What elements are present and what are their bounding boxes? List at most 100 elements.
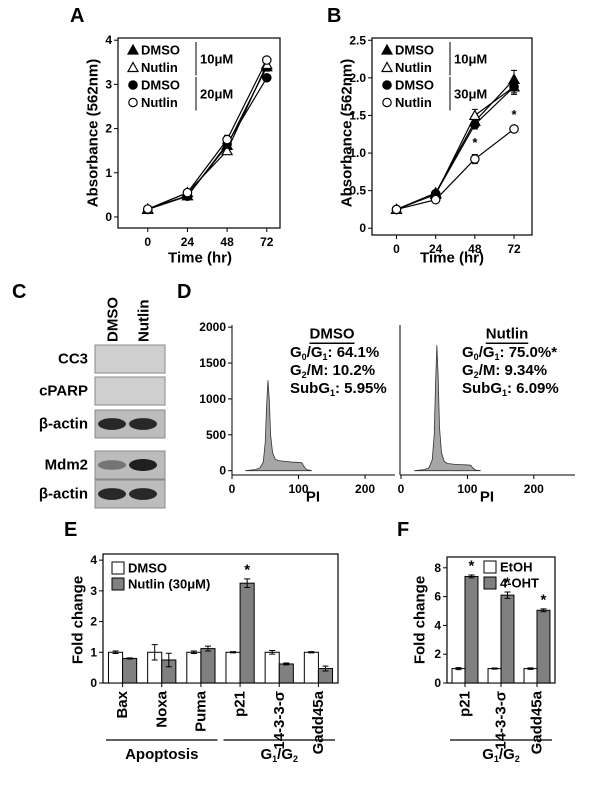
data-point: [222, 134, 232, 145]
legend-marker: [382, 80, 392, 90]
error-bar: [112, 650, 119, 655]
legend-swatch: [483, 576, 497, 590]
x-tick-label: Bax: [114, 690, 131, 718]
x-axis-label: PI: [480, 489, 494, 506]
data-point: [221, 144, 234, 156]
text-part: 2: [474, 370, 479, 380]
series-line: [147, 59, 268, 210]
histogram-area: [245, 380, 312, 472]
y-tick-label: 0: [219, 464, 226, 478]
text-part: 1: [272, 754, 277, 764]
significance-mark: *: [541, 591, 547, 608]
panel-label: F: [397, 519, 409, 541]
error-bar: [527, 667, 534, 670]
text-part: 2: [515, 754, 520, 764]
x-tick-label: 200: [524, 482, 544, 496]
lane-label: DMSO: [105, 297, 122, 342]
error-bar: [230, 651, 237, 654]
error-bar: [455, 667, 462, 671]
y-tick-label: 2: [434, 647, 441, 661]
y-tick-label: 1.5: [349, 108, 366, 122]
bar: [107, 651, 124, 684]
error-bar: [204, 645, 211, 652]
histogram-area: [414, 345, 481, 472]
legend-marker: [128, 97, 138, 108]
text-part: 2: [293, 754, 298, 764]
blot-band: [98, 488, 126, 500]
x-tick-label: 14-3-3-σ: [271, 691, 288, 750]
error-bar: [322, 665, 329, 672]
y-tick-label: 1500: [199, 356, 226, 370]
text-part: G: [462, 344, 474, 361]
legend-group-label: 30μM: [454, 86, 487, 101]
series-line: [396, 86, 515, 210]
group-label: G1/G2: [260, 746, 298, 765]
text-part: : 5.95%: [335, 380, 387, 397]
text-part: 1: [323, 352, 328, 362]
bar: [500, 594, 515, 684]
group-label: G1/G2: [482, 746, 520, 765]
panel-label: A: [70, 5, 84, 27]
y-tick-label: 2: [90, 615, 97, 629]
data-point: [182, 187, 193, 198]
legend-label: Nutlin: [141, 95, 178, 110]
bar: [303, 651, 319, 684]
text-part: G: [290, 362, 302, 379]
plot-frame: [102, 553, 339, 684]
text-part: 1: [495, 352, 500, 362]
data-point: [430, 194, 441, 205]
y-tick-label: 1: [105, 166, 112, 180]
bar: [451, 668, 466, 684]
significance-mark: *: [512, 107, 518, 122]
blot-band: [129, 459, 157, 471]
legend-swatch: [483, 560, 497, 574]
y-tick-label: 0: [359, 221, 366, 235]
error-bar: [165, 652, 172, 668]
text-part: : 64.1%: [328, 344, 380, 361]
bar: [487, 668, 502, 684]
x-tick-label: Puma: [192, 690, 209, 732]
y-axis-label: Absorbance (562nm): [85, 59, 102, 207]
bar: [536, 609, 551, 684]
y-tick-label: 0.5: [349, 184, 366, 198]
legend-label: Nutlin: [141, 60, 178, 75]
y-tick-label: 0: [434, 676, 441, 690]
error-bar: [244, 578, 251, 588]
text-part: G: [482, 746, 494, 763]
error-bar: [269, 649, 276, 655]
x-tick-label: p21: [232, 691, 249, 717]
text-part: : 75.0%*: [500, 344, 558, 361]
row-label: β-actin: [39, 416, 88, 433]
x-tick-label: 0: [229, 482, 236, 496]
data-point: [142, 204, 153, 214]
text-part: 0: [474, 352, 479, 362]
y-tick-label: 4: [90, 553, 97, 567]
series-line: [147, 77, 268, 211]
series-line: [396, 128, 515, 211]
blot-strip: [94, 376, 166, 406]
legend-label: 4-OHT: [500, 576, 539, 591]
data-point: [470, 119, 480, 130]
significance-mark: *: [472, 135, 478, 150]
legend-label: EtOH: [500, 560, 533, 575]
x-tick-label: Gadd45a: [310, 690, 327, 754]
text-part: 2: [302, 370, 307, 380]
bar: [278, 663, 294, 684]
text-part: G: [290, 344, 302, 361]
x-tick-label: 0: [144, 235, 151, 249]
legend-marker: [380, 61, 394, 73]
y-tick-label: 6: [434, 590, 441, 604]
blot-band: [129, 418, 157, 430]
group-label: Apoptosis: [125, 746, 198, 763]
plot-frame: [371, 37, 533, 236]
row-label: CC3: [58, 351, 88, 368]
panel-label: D: [177, 281, 191, 303]
error-bar: [126, 657, 133, 660]
panel-label: B: [327, 5, 341, 27]
x-tick-label: 24: [181, 235, 195, 249]
phase-stat: G2/M: 10.2%: [290, 362, 375, 381]
bar: [200, 648, 216, 684]
error-bar: [468, 574, 475, 579]
legend-marker: [382, 97, 392, 108]
legend-marker: [380, 43, 394, 55]
